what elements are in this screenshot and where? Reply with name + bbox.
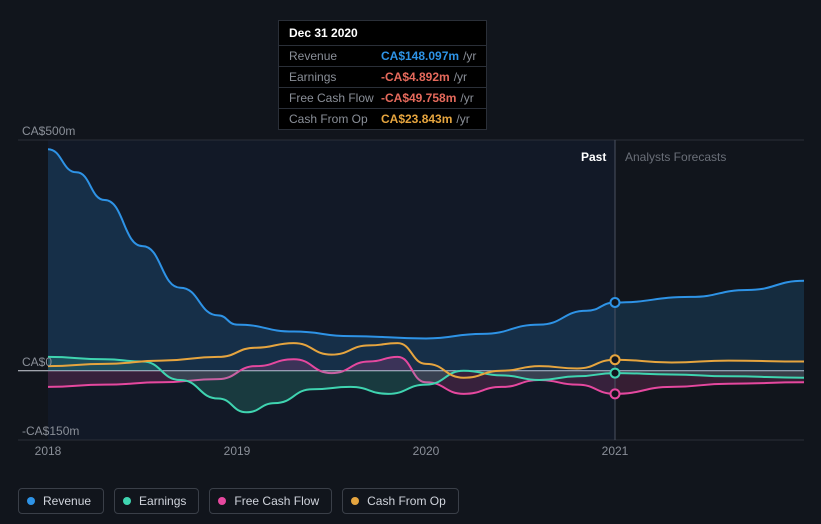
tooltip-metric-value: CA$148.097m	[381, 49, 459, 63]
tooltip-metric-label: Earnings	[289, 70, 381, 84]
tooltip-metric-label: Free Cash Flow	[289, 91, 381, 105]
hover-tooltip: Dec 31 2020 RevenueCA$148.097m/yrEarning…	[278, 20, 487, 130]
legend-label: Free Cash Flow	[234, 494, 319, 508]
legend-dot-icon	[351, 497, 359, 505]
tooltip-metric-value: -CA$4.892m	[381, 70, 450, 84]
financials-chart[interactable]: CA$500mCA$0-CA$150m 2018201920202021 Pas…	[18, 120, 804, 440]
tooltip-row: Free Cash Flow-CA$49.758m/yr	[279, 88, 486, 109]
legend-item-revenue[interactable]: Revenue	[18, 488, 104, 514]
tooltip-metric-label: Revenue	[289, 49, 381, 63]
legend-item-cash-from-op[interactable]: Cash From Op	[342, 488, 459, 514]
tooltip-metric-value: CA$23.843m	[381, 112, 452, 126]
tooltip-row: Earnings-CA$4.892m/yr	[279, 67, 486, 88]
y-axis-label: -CA$150m	[22, 424, 79, 438]
x-axis-label: 2020	[413, 444, 440, 458]
legend-label: Earnings	[139, 494, 186, 508]
legend-dot-icon	[27, 497, 35, 505]
tooltip-date: Dec 31 2020	[279, 21, 486, 46]
tooltip-metric-unit: /yr	[460, 91, 473, 105]
past-label: Past	[581, 150, 606, 164]
tooltip-metric-unit: /yr	[463, 49, 476, 63]
x-axis-label: 2018	[35, 444, 62, 458]
tooltip-row: Cash From OpCA$23.843m/yr	[279, 109, 486, 129]
legend-item-free-cash-flow[interactable]: Free Cash Flow	[209, 488, 332, 514]
legend-label: Revenue	[43, 494, 91, 508]
legend-item-earnings[interactable]: Earnings	[114, 488, 199, 514]
tooltip-metric-unit: /yr	[456, 112, 469, 126]
tooltip-row: RevenueCA$148.097m/yr	[279, 46, 486, 67]
y-axis-label: CA$500m	[22, 124, 75, 138]
legend-dot-icon	[218, 497, 226, 505]
legend: Revenue Earnings Free Cash Flow Cash From O…	[18, 488, 459, 514]
forecast-label: Analysts Forecasts	[625, 150, 726, 164]
tooltip-metric-value: -CA$49.758m	[381, 91, 456, 105]
x-axis-label: 2021	[602, 444, 629, 458]
y-axis-label: CA$0	[22, 355, 52, 369]
legend-dot-icon	[123, 497, 131, 505]
legend-label: Cash From Op	[367, 494, 446, 508]
tooltip-metric-unit: /yr	[454, 70, 467, 84]
tooltip-metric-label: Cash From Op	[289, 112, 381, 126]
x-axis-label: 2019	[224, 444, 251, 458]
